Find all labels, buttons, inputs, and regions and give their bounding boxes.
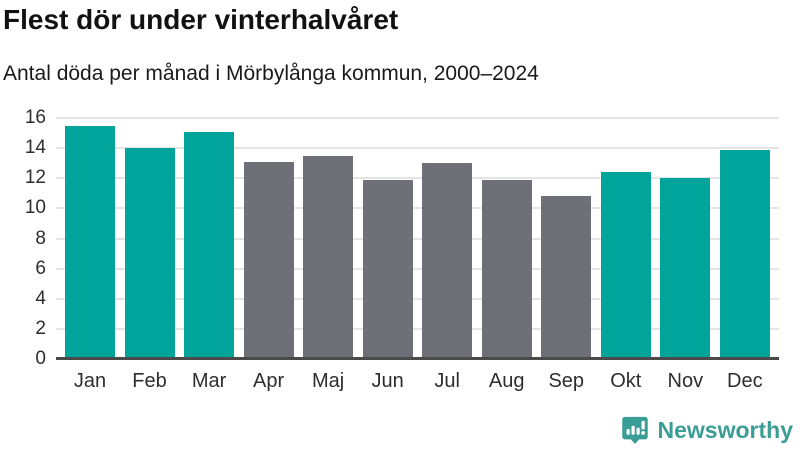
bar-maj bbox=[303, 155, 354, 359]
x-tick-label-jan: Jan bbox=[73, 370, 107, 392]
bar-column-feb: Feb bbox=[124, 118, 175, 392]
y-tick-label-2: 2 bbox=[35, 317, 46, 339]
bar-apr bbox=[243, 161, 294, 359]
y-tick-label-16: 16 bbox=[24, 107, 46, 128]
y-tick-label-12: 12 bbox=[24, 167, 46, 189]
bar-column-jan: Jan bbox=[65, 118, 115, 392]
x-tick-label-okt: Okt bbox=[610, 370, 642, 392]
y-tick-label-0: 0 bbox=[35, 348, 46, 369]
bar-column-jul: Jul bbox=[422, 118, 473, 392]
brand-footer: Newsworthy bbox=[620, 415, 793, 445]
x-tick-label-nov: Nov bbox=[667, 370, 704, 392]
bar-jan bbox=[65, 125, 115, 359]
y-tick-label-10: 10 bbox=[24, 197, 46, 219]
gridline-y14 bbox=[56, 147, 779, 150]
bar-feb bbox=[124, 148, 175, 359]
bar-column-nov: Nov bbox=[660, 118, 711, 392]
bar-column-sep: Sep bbox=[541, 118, 592, 392]
x-tick-label-sep: Sep bbox=[548, 370, 585, 392]
bar-column-mar: Mar bbox=[184, 118, 235, 392]
bar-jul bbox=[422, 163, 473, 359]
bar-mar bbox=[184, 131, 235, 359]
gridline-y4 bbox=[56, 297, 779, 300]
brand-name: Newsworthy bbox=[657, 416, 793, 443]
gridline-y2 bbox=[56, 327, 779, 330]
bar-column-okt: Okt bbox=[600, 118, 651, 392]
gridline-y6 bbox=[56, 267, 779, 270]
gridline-y8 bbox=[56, 237, 779, 240]
plot-area: Jan Feb Mar Apr Maj Jun Jul Aug Sep Okt Nov Dec bbox=[56, 117, 779, 392]
gridline-y10 bbox=[56, 207, 779, 210]
bar-aug bbox=[481, 179, 532, 359]
y-axis: 0 2 4 6 8 10 12 14 16 bbox=[0, 107, 46, 369]
bar-column-dec: Dec bbox=[719, 118, 770, 392]
x-tick-label-jun: Jun bbox=[371, 370, 404, 392]
x-tick-label-feb: Feb bbox=[132, 370, 167, 392]
newsworthy-logo-icon bbox=[621, 416, 648, 444]
bar-column-jun: Jun bbox=[362, 118, 413, 392]
bars-container: Jan Feb Mar Apr Maj Jun Jul Aug Sep Okt Nov Dec bbox=[56, 118, 779, 392]
y-tick-label-6: 6 bbox=[35, 257, 46, 279]
bar-jun bbox=[362, 179, 413, 359]
x-tick-label-jul: Jul bbox=[434, 370, 460, 392]
chart-title: Flest dör under vinterhalvåret bbox=[3, 4, 399, 35]
bar-sep bbox=[541, 196, 592, 359]
x-tick-label-maj: Maj bbox=[312, 370, 345, 392]
y-tick-label-4: 4 bbox=[35, 287, 46, 309]
bar-column-apr: Apr bbox=[243, 118, 294, 392]
bar-column-aug: Aug bbox=[481, 118, 532, 392]
y-tick-label-8: 8 bbox=[35, 227, 46, 249]
x-tick-label-dec: Dec bbox=[727, 370, 763, 392]
x-tick-label-aug: Aug bbox=[488, 370, 525, 392]
gridline-y16 bbox=[56, 117, 779, 119]
chart-subtitle: Antal döda per månad i Mörbylånga kommun… bbox=[3, 62, 539, 85]
x-axis-line bbox=[56, 357, 779, 360]
y-tick-label-14: 14 bbox=[24, 137, 46, 159]
bar-column-maj: Maj bbox=[303, 118, 354, 392]
x-tick-label-apr: Apr bbox=[253, 370, 285, 392]
gridline-y12 bbox=[56, 177, 779, 180]
bar-okt bbox=[600, 172, 651, 359]
x-tick-label-mar: Mar bbox=[191, 370, 227, 392]
bar-nov bbox=[660, 178, 711, 359]
bar-dec bbox=[719, 149, 770, 359]
